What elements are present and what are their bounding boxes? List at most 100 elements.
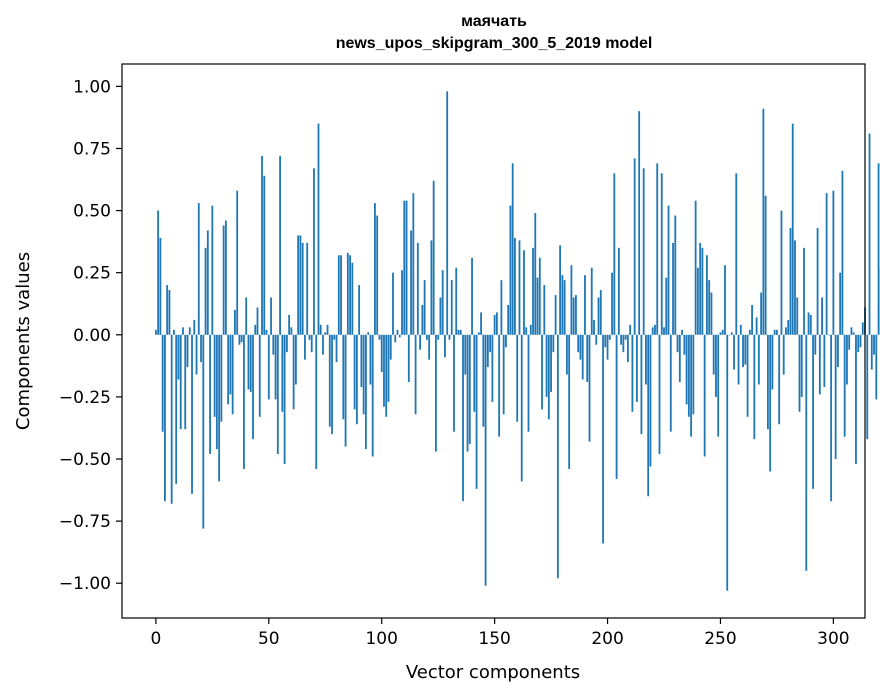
bar-component-23 xyxy=(206,230,209,335)
bar-component-285 xyxy=(798,334,801,412)
bar-component-261 xyxy=(744,334,747,365)
bar-component-70 xyxy=(313,168,315,335)
bar-component-153 xyxy=(500,280,503,335)
bar-component-133 xyxy=(455,267,458,335)
bar-component-284 xyxy=(796,297,799,335)
bar-component-117 xyxy=(419,334,422,350)
bar-component-77 xyxy=(328,334,331,427)
bar-component-28 xyxy=(218,334,221,482)
bar-component-167 xyxy=(532,247,534,335)
bar-component-81 xyxy=(337,255,340,335)
bar-component-182 xyxy=(565,334,568,375)
bar-component-39 xyxy=(243,334,245,469)
bar-component-216 xyxy=(642,168,645,335)
bar-component-271 xyxy=(766,334,769,430)
bar-component-294 xyxy=(818,334,821,395)
bar-component-15 xyxy=(188,327,191,335)
bar-component-106 xyxy=(394,334,397,343)
bar-component-277 xyxy=(780,210,783,335)
bar-component-267 xyxy=(757,334,760,385)
x-tick-label: 250 xyxy=(704,629,736,649)
bar-component-296 xyxy=(823,334,826,387)
bar-component-226 xyxy=(665,277,668,335)
bar-component-71 xyxy=(315,334,318,469)
bar-component-80 xyxy=(335,334,338,363)
bar-component-155 xyxy=(505,334,507,348)
bar-component-192 xyxy=(588,334,591,442)
bar-component-114 xyxy=(412,193,415,335)
bar-component-68 xyxy=(308,334,311,340)
bar-component-78 xyxy=(331,334,333,435)
bar-component-165 xyxy=(527,334,530,432)
y-tick-label: 0.00 xyxy=(73,326,111,346)
bar-component-306 xyxy=(846,334,848,385)
bar-component-252 xyxy=(724,265,726,335)
bar-component-132 xyxy=(453,334,455,432)
bar-component-217 xyxy=(645,334,647,385)
bar-component-16 xyxy=(191,334,193,494)
bar-component-251 xyxy=(721,329,724,335)
bar-component-25 xyxy=(211,205,214,335)
bar-component-187 xyxy=(577,334,580,353)
bar-component-67 xyxy=(306,242,309,335)
bar-component-281 xyxy=(789,227,792,335)
bar-component-176 xyxy=(552,334,555,353)
bar-component-123 xyxy=(432,180,435,335)
bar-component-74 xyxy=(322,334,324,355)
bar-component-130 xyxy=(448,334,451,340)
bar-component-37 xyxy=(238,334,241,345)
bar-component-196 xyxy=(597,297,600,335)
bar-component-4 xyxy=(164,334,166,502)
bar-component-220 xyxy=(651,327,654,335)
bar-component-5 xyxy=(166,285,169,335)
bar-component-174 xyxy=(547,334,550,420)
bar-component-48 xyxy=(263,175,266,335)
bar-component-298 xyxy=(827,334,830,336)
y-tick-label: −1.00 xyxy=(59,574,111,594)
bar-component-170 xyxy=(538,257,541,335)
bar-component-305 xyxy=(843,334,846,437)
bar-component-319 xyxy=(875,334,878,400)
bar-component-313 xyxy=(861,322,864,335)
bar-component-97 xyxy=(374,203,376,335)
bar-component-62 xyxy=(294,334,297,385)
y-tick-label: −0.75 xyxy=(59,512,111,532)
bar-component-47 xyxy=(261,155,263,335)
bar-component-86 xyxy=(349,255,351,335)
bar-component-116 xyxy=(416,242,419,335)
bar-component-157 xyxy=(509,205,512,335)
bar-component-19 xyxy=(197,203,200,335)
bar-component-127 xyxy=(441,270,444,335)
bar-component-247 xyxy=(712,334,715,375)
bar-component-160 xyxy=(516,334,519,422)
bar-component-7 xyxy=(170,334,173,504)
bar-component-264 xyxy=(751,304,753,335)
bar-component-194 xyxy=(593,319,595,335)
bar-component-200 xyxy=(606,334,609,360)
bar-component-8 xyxy=(173,329,175,335)
bar-component-151 xyxy=(495,312,498,335)
bar-component-57 xyxy=(283,334,286,464)
bar-component-198 xyxy=(602,334,604,544)
bar-component-32 xyxy=(227,334,230,405)
bar-component-204 xyxy=(615,334,618,479)
bar-component-24 xyxy=(209,334,211,455)
bar-component-51 xyxy=(270,297,272,335)
bar-component-253 xyxy=(726,334,729,591)
bar-component-100 xyxy=(380,334,383,373)
bar-component-140 xyxy=(471,257,473,335)
bar-component-33 xyxy=(229,334,232,395)
bar-component-201 xyxy=(608,334,611,340)
bar-component-249 xyxy=(717,334,720,437)
bar-component-31 xyxy=(224,220,227,335)
bar-component-75 xyxy=(324,332,327,335)
y-tick-label: −0.25 xyxy=(59,388,111,408)
y-tick-label: 1.00 xyxy=(73,77,111,97)
bar-component-258 xyxy=(737,334,740,385)
bar-component-287 xyxy=(803,247,805,335)
bar-component-82 xyxy=(340,255,342,335)
bar-component-169 xyxy=(536,277,539,335)
y-axis-ticks: 1.00 0.75 0.50 0.25 0.00 −0.25 −0.50 −0.75 −1.00 xyxy=(59,77,122,594)
bar-component-149 xyxy=(491,334,494,402)
bar-component-214 xyxy=(638,111,641,335)
